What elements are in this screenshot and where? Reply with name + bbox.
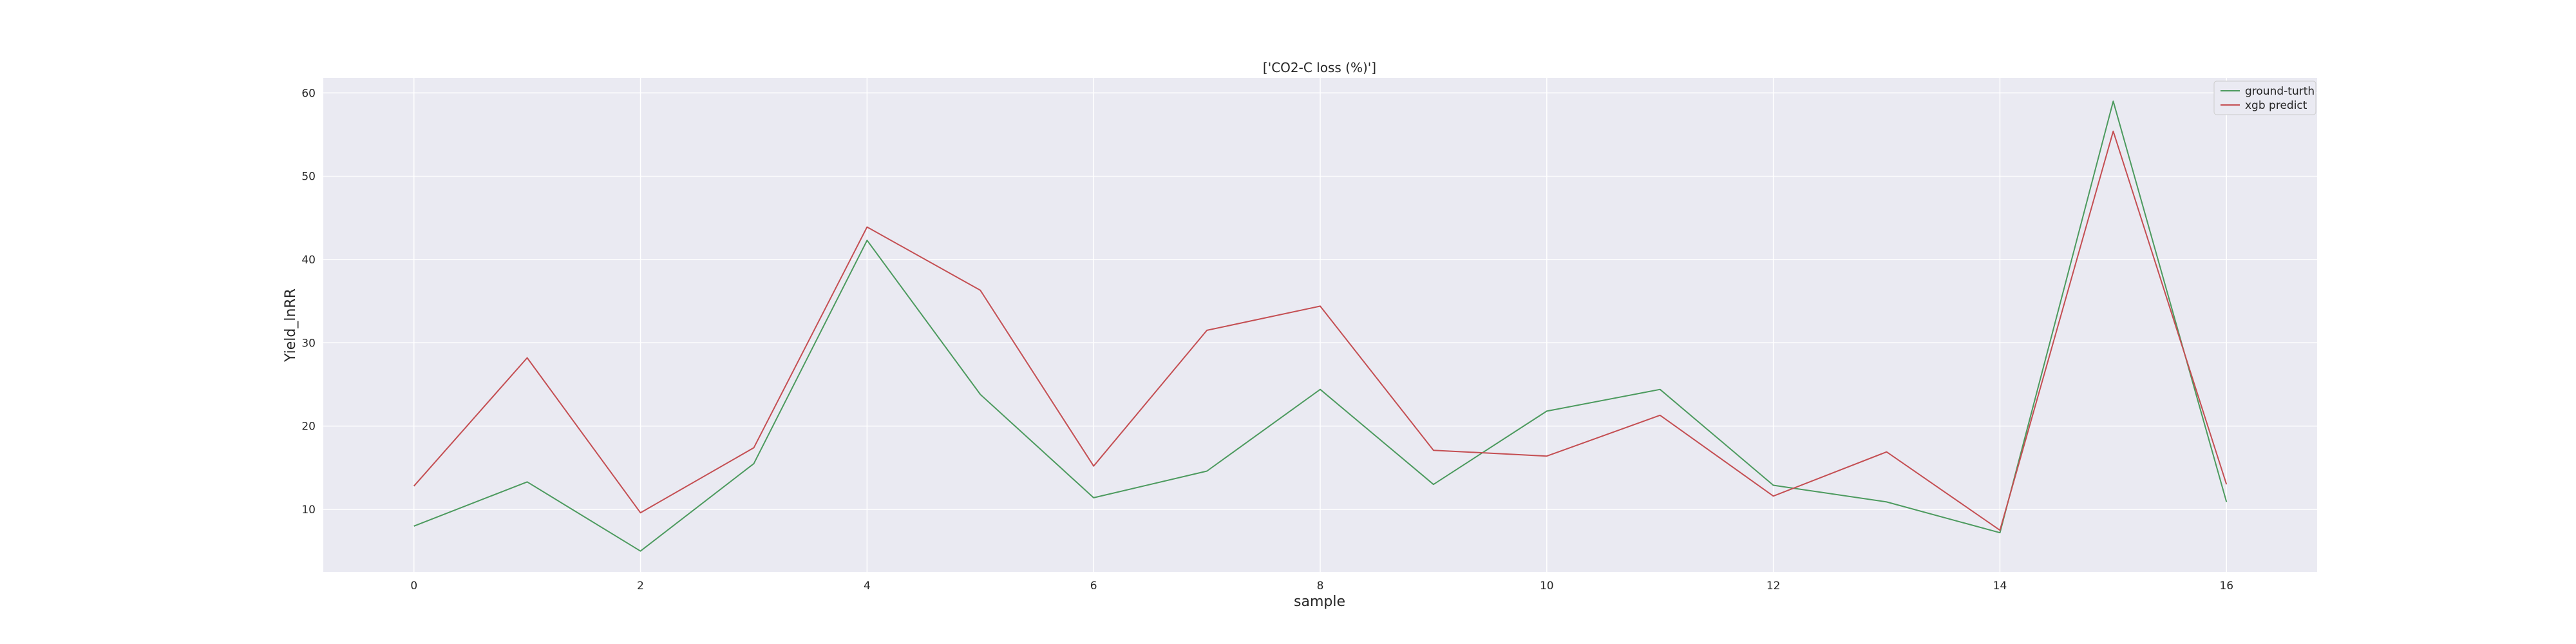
series-line-xgb-predict xyxy=(413,130,2228,531)
tick-labels: 0 2 4 6 8 10 12 14 16 10 20 30 40 50 60 xyxy=(301,87,2233,592)
y-tick-label: 30 xyxy=(301,337,316,350)
x-tick-label: 0 xyxy=(410,580,417,592)
y-axis-label: Yield_lnRR xyxy=(283,289,299,363)
y-tick-label: 10 xyxy=(301,504,316,516)
x-tick-label: 12 xyxy=(1766,580,1781,592)
y-tick-label: 60 xyxy=(301,87,316,100)
grid xyxy=(323,78,2317,572)
x-tick-label: 2 xyxy=(637,580,644,592)
x-tick-label: 8 xyxy=(1317,580,1324,592)
y-tick-label: 50 xyxy=(301,171,316,184)
series-line-ground-turth xyxy=(413,100,2228,552)
chart-title: ['CO2-C loss (%)'] xyxy=(1263,60,1376,75)
y-tick-label: 40 xyxy=(301,254,316,267)
y-tick-label: 20 xyxy=(301,421,316,433)
x-tick-label: 14 xyxy=(1993,580,2007,592)
x-tick-label: 6 xyxy=(1090,580,1097,592)
x-tick-label: 10 xyxy=(1540,580,1554,592)
legend: ground-turth xgb predict xyxy=(2213,80,2316,115)
x-tick-label: 16 xyxy=(2219,580,2233,592)
legend-box xyxy=(2213,80,2316,115)
legend-label-xgb-predict: xgb predict xyxy=(2245,99,2307,112)
legend-label-ground-turth: ground-turth xyxy=(2245,85,2315,98)
x-tick-label: 4 xyxy=(864,580,871,592)
x-axis-label: sample xyxy=(1294,594,1345,610)
series-lines xyxy=(413,100,2228,552)
